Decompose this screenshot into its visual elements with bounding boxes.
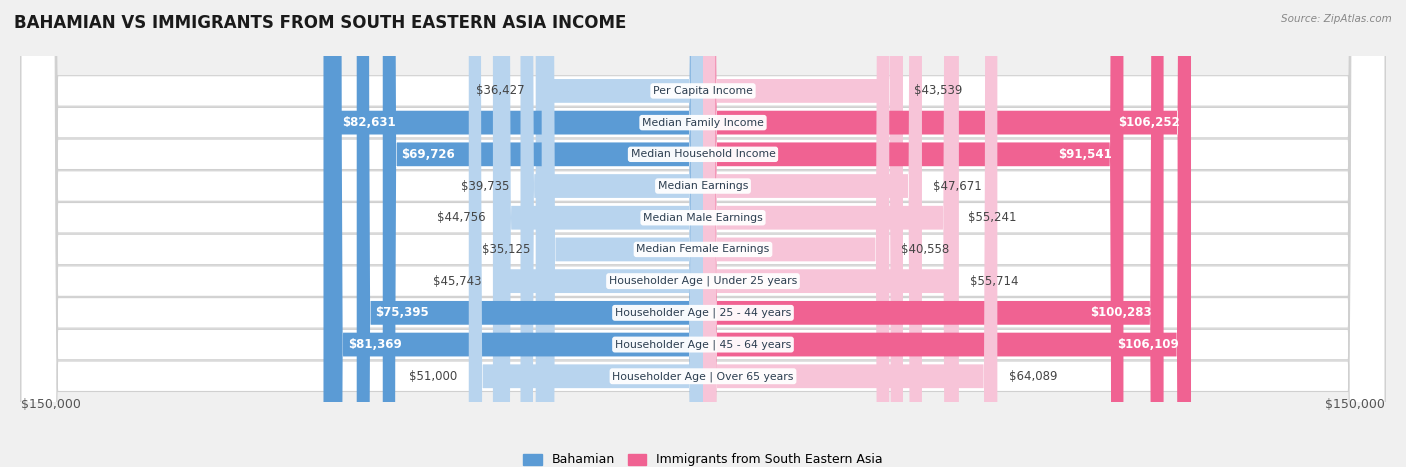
FancyBboxPatch shape: [703, 0, 922, 467]
Text: $91,541: $91,541: [1059, 148, 1112, 161]
FancyBboxPatch shape: [703, 0, 1164, 467]
FancyBboxPatch shape: [21, 0, 1385, 467]
FancyBboxPatch shape: [703, 0, 903, 467]
FancyBboxPatch shape: [21, 0, 1385, 467]
Text: $44,756: $44,756: [437, 211, 486, 224]
Text: $150,000: $150,000: [1326, 398, 1385, 411]
FancyBboxPatch shape: [703, 0, 1191, 467]
Text: $100,283: $100,283: [1091, 306, 1152, 319]
FancyBboxPatch shape: [21, 0, 1385, 467]
FancyBboxPatch shape: [703, 0, 889, 467]
FancyBboxPatch shape: [520, 0, 703, 467]
FancyBboxPatch shape: [21, 0, 1385, 467]
Text: $106,109: $106,109: [1118, 338, 1178, 351]
Legend: Bahamian, Immigrants from South Eastern Asia: Bahamian, Immigrants from South Eastern …: [517, 448, 889, 467]
Text: Householder Age | 45 - 64 years: Householder Age | 45 - 64 years: [614, 340, 792, 350]
FancyBboxPatch shape: [323, 0, 703, 467]
FancyBboxPatch shape: [498, 0, 703, 467]
FancyBboxPatch shape: [703, 0, 1123, 467]
Text: Householder Age | Over 65 years: Householder Age | Over 65 years: [612, 371, 794, 382]
FancyBboxPatch shape: [703, 0, 1191, 467]
Text: $150,000: $150,000: [21, 398, 80, 411]
Text: Median Earnings: Median Earnings: [658, 181, 748, 191]
FancyBboxPatch shape: [703, 0, 956, 467]
Text: Householder Age | Under 25 years: Householder Age | Under 25 years: [609, 276, 797, 286]
Text: $43,539: $43,539: [914, 85, 963, 98]
Text: Median Female Earnings: Median Female Earnings: [637, 244, 769, 255]
FancyBboxPatch shape: [703, 0, 959, 467]
Text: $47,671: $47,671: [934, 179, 983, 192]
Text: Median Male Earnings: Median Male Earnings: [643, 213, 763, 223]
Text: BAHAMIAN VS IMMIGRANTS FROM SOUTH EASTERN ASIA INCOME: BAHAMIAN VS IMMIGRANTS FROM SOUTH EASTER…: [14, 14, 627, 32]
FancyBboxPatch shape: [21, 0, 1385, 467]
Text: Median Household Income: Median Household Income: [630, 149, 776, 159]
Text: Median Family Income: Median Family Income: [643, 118, 763, 127]
Text: $81,369: $81,369: [347, 338, 401, 351]
Text: $69,726: $69,726: [401, 148, 456, 161]
Text: $45,743: $45,743: [433, 275, 481, 288]
FancyBboxPatch shape: [703, 0, 997, 467]
Text: $75,395: $75,395: [375, 306, 429, 319]
Text: Per Capita Income: Per Capita Income: [652, 86, 754, 96]
Text: $55,241: $55,241: [969, 211, 1017, 224]
Text: $55,714: $55,714: [970, 275, 1019, 288]
FancyBboxPatch shape: [382, 0, 703, 467]
FancyBboxPatch shape: [357, 0, 703, 467]
Text: Source: ZipAtlas.com: Source: ZipAtlas.com: [1281, 14, 1392, 24]
Text: $82,631: $82,631: [342, 116, 395, 129]
FancyBboxPatch shape: [494, 0, 703, 467]
FancyBboxPatch shape: [21, 0, 1385, 467]
Text: Householder Age | 25 - 44 years: Householder Age | 25 - 44 years: [614, 308, 792, 318]
Text: $64,089: $64,089: [1010, 370, 1057, 383]
FancyBboxPatch shape: [21, 0, 1385, 467]
FancyBboxPatch shape: [541, 0, 703, 467]
Text: $51,000: $51,000: [409, 370, 457, 383]
FancyBboxPatch shape: [21, 0, 1385, 467]
FancyBboxPatch shape: [21, 0, 1385, 467]
Text: $106,252: $106,252: [1118, 116, 1180, 129]
FancyBboxPatch shape: [536, 0, 703, 467]
Text: $36,427: $36,427: [475, 85, 524, 98]
FancyBboxPatch shape: [468, 0, 703, 467]
Text: $39,735: $39,735: [461, 179, 509, 192]
FancyBboxPatch shape: [21, 0, 1385, 467]
Text: $40,558: $40,558: [901, 243, 949, 256]
Text: $35,125: $35,125: [482, 243, 530, 256]
FancyBboxPatch shape: [329, 0, 703, 467]
